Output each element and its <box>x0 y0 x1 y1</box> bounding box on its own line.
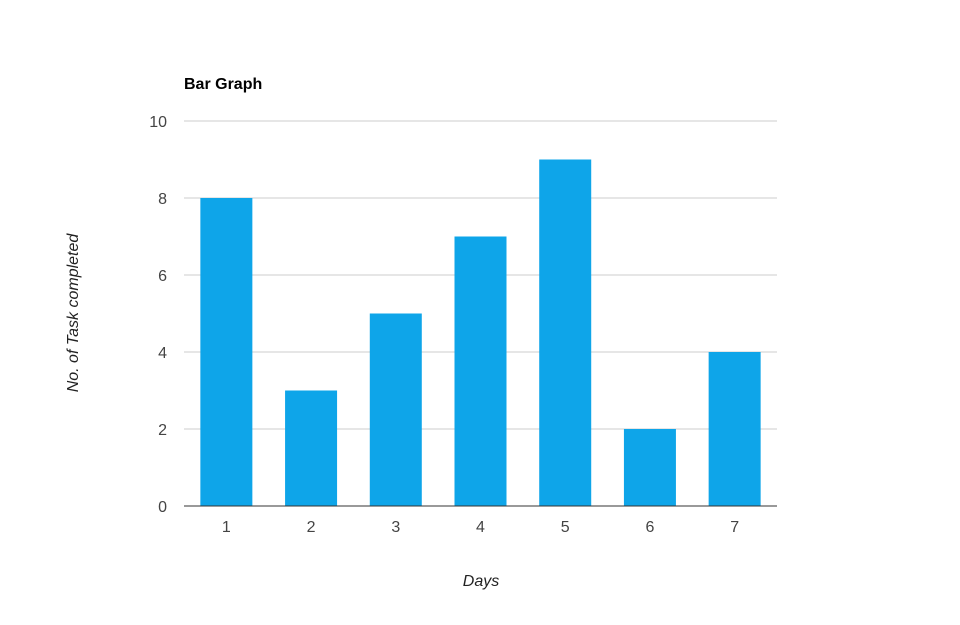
x-tick-label: 2 <box>307 519 316 536</box>
x-tick-label: 5 <box>561 519 570 536</box>
y-tick-label: 6 <box>158 268 167 285</box>
x-tick-label: 3 <box>391 519 400 536</box>
y-tick-label: 8 <box>158 191 167 208</box>
y-tick-label: 0 <box>158 499 167 516</box>
y-tick-label: 2 <box>158 422 167 439</box>
bar-day-4 <box>454 236 507 506</box>
y-axis-title: No. of Task completed <box>65 233 82 393</box>
bar-day-6 <box>623 429 676 506</box>
bars <box>200 159 761 506</box>
bar-day-1 <box>200 198 253 506</box>
bar-day-7 <box>708 352 761 506</box>
x-axis-ticks: 1 2 3 4 5 6 7 <box>222 519 739 536</box>
x-axis-title: Days <box>463 573 499 590</box>
bar-day-3 <box>369 313 422 506</box>
x-tick-label: 4 <box>476 519 485 536</box>
y-axis-ticks: 0 2 4 6 8 10 <box>149 114 167 516</box>
chart-title: Bar Graph <box>184 76 262 93</box>
y-tick-label: 4 <box>158 345 167 362</box>
x-tick-label: 6 <box>645 519 654 536</box>
x-tick-label: 7 <box>730 519 739 536</box>
bar-day-2 <box>285 390 338 506</box>
bar-day-5 <box>539 159 592 506</box>
y-tick-label: 10 <box>149 114 167 131</box>
x-tick-label: 1 <box>222 519 231 536</box>
